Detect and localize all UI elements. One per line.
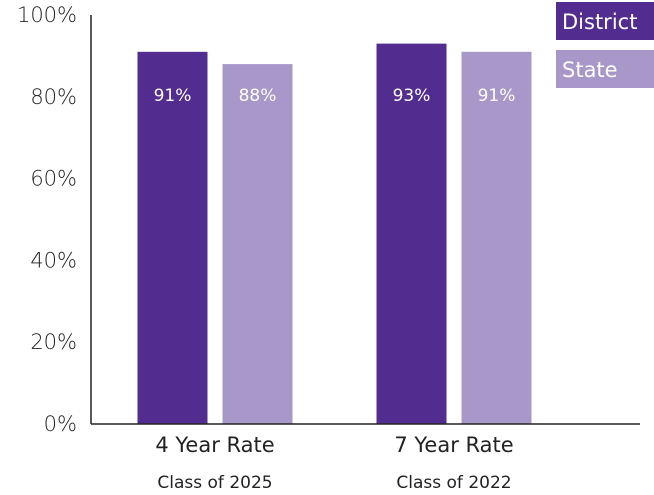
y-tick-label: 60%: [30, 167, 77, 191]
data-label-district: 91%: [154, 86, 192, 106]
category-labels: 4 Year Rate Class of 2025 7 Year Rate Class…: [155, 433, 513, 493]
y-axis-ticks: 0% 20% 40% 60% 80% 100%: [17, 3, 77, 436]
bar-district: [376, 43, 447, 424]
category-sublabel: Class of 2022: [396, 473, 511, 493]
y-tick-label: 40%: [30, 248, 77, 272]
legend-swatch-district: [556, 2, 654, 40]
bars: [137, 43, 532, 425]
y-tick-label: 20%: [30, 330, 77, 354]
data-labels: 91% 88% 93% 91%: [154, 86, 516, 106]
category-sublabel: Class of 2025: [157, 473, 272, 493]
legend-label-district: District: [562, 10, 637, 34]
category-label: 7 Year Rate: [394, 433, 513, 457]
y-tick-label: 100%: [17, 3, 77, 27]
bar-state: [222, 64, 293, 424]
legend: District State: [556, 2, 654, 88]
axes: [90, 15, 640, 425]
y-tick-label: 80%: [30, 85, 77, 109]
legend-label-state: State: [562, 58, 618, 82]
data-label-district: 93%: [393, 86, 431, 106]
y-tick-label: 0%: [44, 412, 77, 436]
data-label-state: 91%: [478, 86, 516, 106]
data-label-state: 88%: [239, 86, 277, 106]
bar-district: [137, 51, 208, 425]
bar-state: [461, 51, 532, 425]
category-label: 4 Year Rate: [155, 433, 274, 457]
legend-swatch-state: [556, 50, 654, 88]
